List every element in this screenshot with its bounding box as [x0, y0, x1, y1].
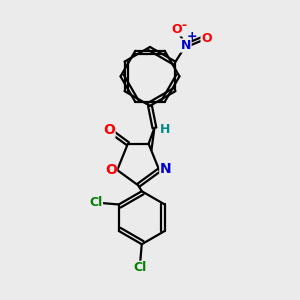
Text: O: O — [172, 23, 182, 36]
Text: O: O — [201, 32, 212, 45]
Text: Cl: Cl — [134, 261, 147, 274]
Text: H: H — [160, 123, 170, 136]
Text: N: N — [160, 162, 172, 176]
Text: -: - — [182, 19, 187, 32]
Text: N: N — [181, 39, 191, 52]
Text: O: O — [103, 123, 115, 137]
Text: O: O — [105, 163, 117, 177]
Text: +: + — [187, 30, 198, 43]
Text: Cl: Cl — [89, 196, 103, 209]
